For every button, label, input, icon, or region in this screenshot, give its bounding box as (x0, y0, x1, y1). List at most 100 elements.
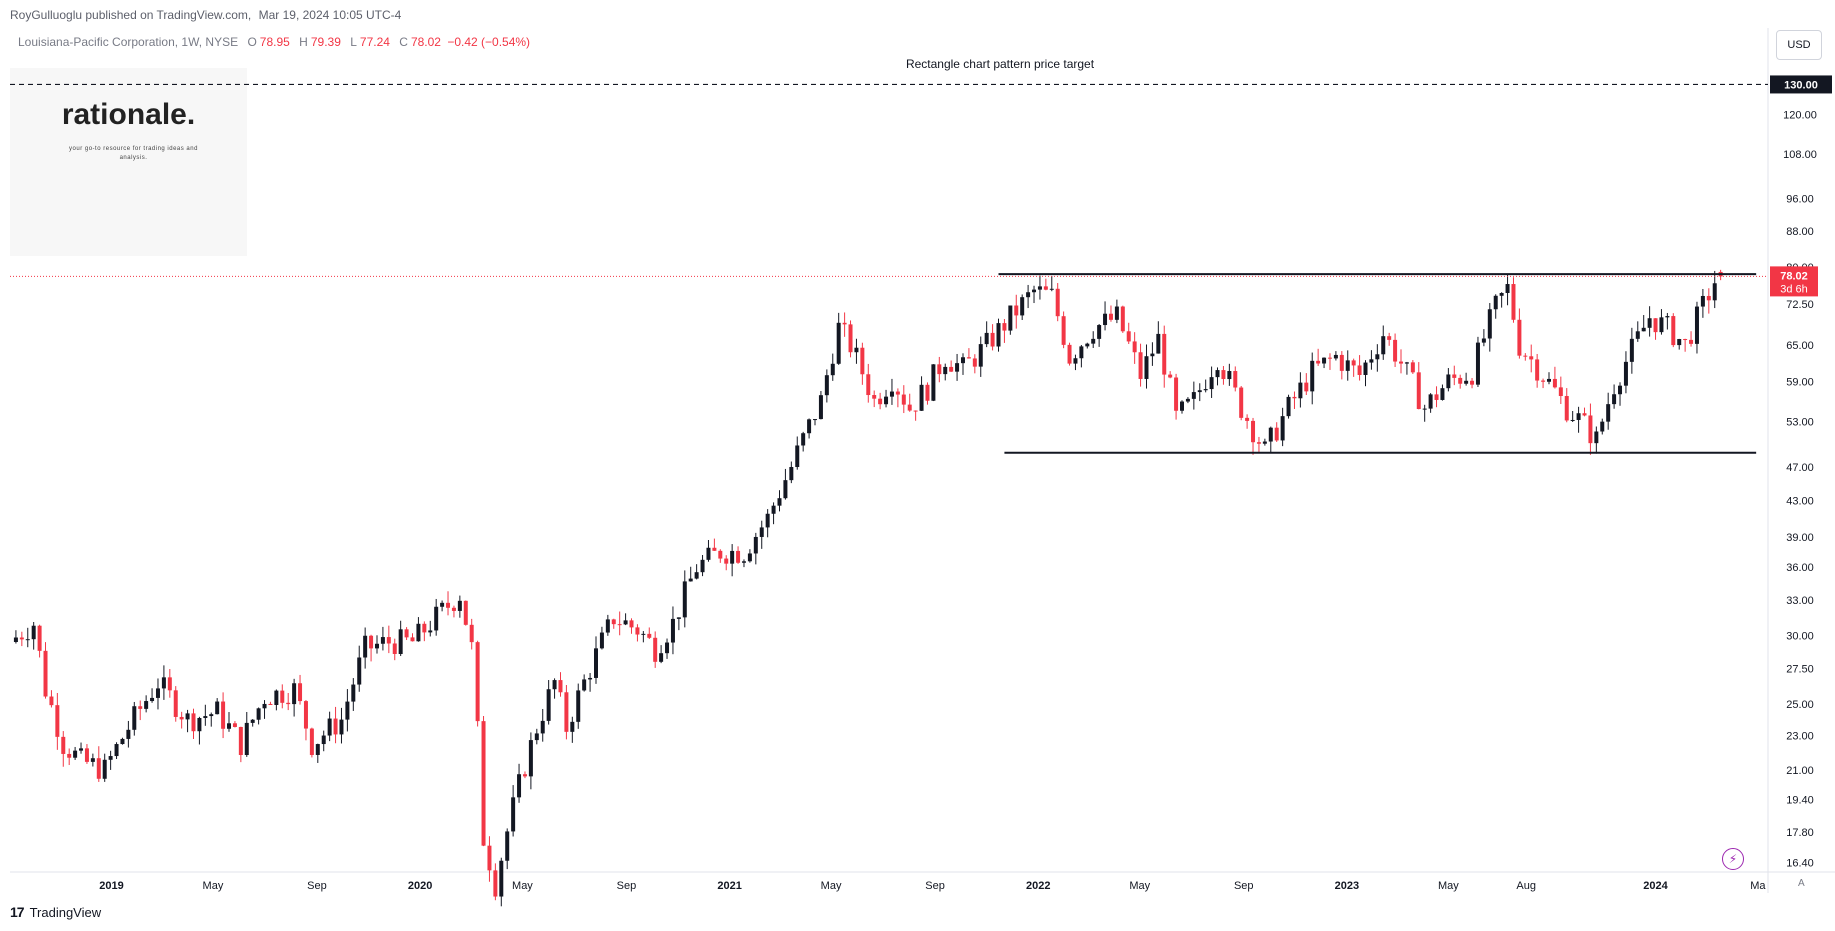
candle-body (617, 624, 622, 626)
last-price-badge (1770, 266, 1818, 297)
y-tick-label: 30.00 (1786, 631, 1814, 643)
open-label: O (247, 35, 257, 49)
candle-body (73, 750, 78, 758)
candle-body (345, 701, 350, 720)
candle-body (1694, 306, 1699, 344)
candle-body (1653, 318, 1658, 333)
candle-body (931, 364, 936, 401)
candle-body (688, 578, 693, 582)
candle-body (1292, 396, 1297, 399)
candle-body (966, 357, 971, 359)
close-label: C (399, 35, 408, 49)
candle-body (818, 395, 823, 420)
candle-body (155, 688, 160, 698)
candle-body (546, 689, 551, 721)
y-tick-label: 59.00 (1786, 376, 1814, 388)
high-label: H (299, 35, 308, 49)
candle-body (1387, 336, 1392, 340)
candle-body (830, 363, 835, 376)
candle-body (700, 559, 705, 573)
close-value: 78.02 (410, 35, 441, 49)
candle-body (801, 433, 806, 446)
candle-body (1037, 286, 1042, 290)
y-tick-label: 23.00 (1786, 731, 1814, 743)
candle-body (753, 536, 758, 554)
candle-body (440, 602, 445, 607)
candle-body (1458, 377, 1463, 384)
auto-scale-button[interactable]: A (1798, 878, 1805, 889)
candle-body (901, 394, 906, 405)
candle-body (1043, 286, 1048, 290)
candle-body (925, 384, 930, 401)
candle-body (582, 679, 587, 691)
candle-body (1114, 306, 1119, 320)
candle-body (522, 774, 527, 777)
publisher-name: RoyGulluoglu published on TradingView.co… (10, 8, 252, 22)
candles-group (13, 270, 1717, 907)
candle-body (1470, 380, 1475, 385)
candle-body (1546, 378, 1551, 382)
candle-body (635, 627, 640, 635)
candle-body (1227, 371, 1232, 380)
candle-body (1191, 392, 1196, 399)
candle-body (31, 625, 36, 640)
candle-body (741, 561, 746, 563)
candle-body (386, 637, 391, 644)
currency-button[interactable]: USD (1776, 30, 1822, 60)
symbol-legend: Louisiana-Pacific Corporation, 1W, NYSE … (18, 35, 530, 49)
candle-body (84, 748, 89, 762)
candle-body (1357, 365, 1362, 375)
candle-body (392, 643, 397, 654)
y-tick-label: 47.00 (1786, 462, 1814, 474)
candle-body (653, 637, 658, 662)
y-tick-label: 19.40 (1786, 795, 1814, 807)
y-tick-label: 36.00 (1786, 562, 1814, 574)
candle-body (61, 736, 66, 754)
candle-body (611, 619, 616, 625)
candle-body (250, 719, 255, 723)
candle-body (309, 728, 314, 755)
x-tick-label: Sep (307, 880, 327, 892)
candle-body (1683, 339, 1688, 341)
candle-body (1174, 377, 1179, 411)
brand-title: rationale. (61, 98, 196, 131)
candle-body (570, 721, 575, 732)
candle-body (90, 758, 95, 762)
candle-body (55, 705, 60, 737)
candle-body (416, 623, 421, 642)
brand-subtitle: your go-to resource for trading ideas an… (69, 146, 198, 161)
candle-body (1304, 382, 1309, 392)
y-tick-label: 21.00 (1786, 765, 1814, 777)
candle-body (1073, 358, 1078, 364)
candle-body (1209, 377, 1214, 390)
candle-body (1404, 362, 1409, 364)
candle-body (765, 513, 770, 528)
candle-body (1564, 396, 1569, 421)
candle-body (256, 708, 261, 720)
candle-body (197, 718, 202, 732)
y-tick-label: 27.50 (1786, 663, 1814, 675)
candle-body (1180, 401, 1184, 411)
candle-body (1055, 288, 1060, 317)
flash-icon[interactable]: ⚡ (1722, 848, 1744, 870)
candle-body (1239, 387, 1244, 418)
y-tick-label: 25.00 (1786, 699, 1814, 711)
candle-body (996, 323, 1001, 347)
candle-body (641, 633, 646, 635)
candle-body (1132, 341, 1137, 353)
candle-body (1612, 394, 1617, 405)
candle-body (1203, 389, 1208, 391)
candle-body (1410, 362, 1415, 373)
candle-body (292, 683, 297, 705)
candle-body (564, 692, 569, 732)
candle-body (185, 713, 190, 720)
candle-body (1434, 394, 1439, 400)
candle-body (1345, 360, 1350, 371)
candle-body (747, 553, 752, 562)
candle-body (866, 374, 871, 396)
tradingview-logo[interactable]: 17 TradingView (10, 904, 101, 920)
candle-body (854, 347, 859, 353)
y-tick-label: 53.00 (1786, 417, 1814, 429)
candle-body (1641, 327, 1646, 332)
